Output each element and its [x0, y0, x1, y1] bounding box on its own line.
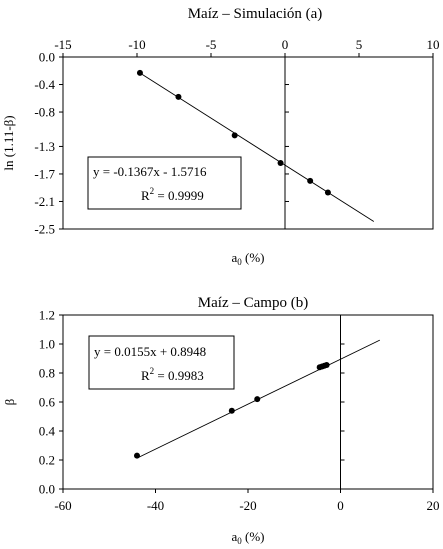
- data-point: [228, 407, 235, 414]
- x-tick-label: 20: [427, 498, 440, 513]
- chart-a-equation-box: [87, 156, 242, 210]
- chart-b-r2: R2 = 0.9983: [141, 366, 204, 383]
- y-tick-label: 0.0: [39, 482, 55, 497]
- chart-a-xlabel-sub: 0: [237, 257, 242, 267]
- data-point: [231, 132, 238, 139]
- data-point: [323, 362, 330, 369]
- y-tick-label: 0.4: [39, 424, 56, 439]
- chart-b-r2-label: R: [141, 368, 150, 383]
- y-tick-label: 0.8: [39, 366, 55, 381]
- x-tick-label: 0: [337, 498, 344, 513]
- y-tick-label: -1.7: [34, 166, 55, 181]
- x-tick-label: 0: [282, 37, 289, 52]
- x-tick-label: -20: [239, 498, 256, 513]
- chart-a-ylabel: ln (1.11-β): [1, 115, 16, 170]
- data-point: [134, 452, 140, 459]
- chart-a-r2-label: R: [141, 188, 150, 203]
- chart-a-r2-sup: 2: [150, 186, 155, 196]
- y-tick-label: 0.0: [39, 50, 55, 65]
- chart-b-r2-sup: 2: [150, 366, 155, 376]
- chart-b-title: Maíz – Campo (b): [198, 295, 308, 311]
- chart-b-xlabel-unit: (%): [242, 529, 265, 544]
- data-point: [277, 159, 284, 166]
- y-tick-label: -2.5: [34, 222, 55, 237]
- x-tick-label: 5: [356, 37, 363, 52]
- chart-a-equation: y = -0.1367x - 1.5716: [93, 164, 207, 179]
- chart-a-points: [136, 69, 331, 196]
- chart-b-r2-value: = 0.9983: [154, 368, 204, 383]
- y-tick-label: 1.2: [39, 308, 55, 323]
- x-tick-label: -60: [54, 498, 71, 513]
- chart-a-plot-frame: [62, 56, 434, 230]
- chart-a-r2: R2 = 0.9999: [141, 186, 204, 203]
- x-tick-label: -10: [128, 37, 145, 52]
- y-tick-label: 1.0: [39, 337, 55, 352]
- chart-a-xlabel: a0 (%): [231, 250, 264, 267]
- chart-b-equation-box: [88, 335, 235, 390]
- chart-b-ylabel: β: [2, 398, 17, 405]
- data-point: [324, 189, 331, 196]
- y-tick-label: -2.1: [34, 194, 55, 209]
- data-point: [307, 177, 314, 184]
- chart-b-points: [134, 362, 330, 459]
- chart-a-x-ticks: -15 -10 -5 0 5 10: [54, 37, 440, 57]
- chart-a-xlabel-main: a: [231, 250, 237, 265]
- y-tick-label: -0.4: [34, 77, 55, 92]
- x-tick-label: -15: [54, 37, 71, 52]
- chart-b-equation: y = 0.0155x + 0.8948: [94, 344, 206, 359]
- chart-a: Maíz – Simulación (a) -15 -10 -5 0 5 10 0.0 -0…: [1, 6, 440, 267]
- y-tick-label: -1.3: [34, 139, 55, 154]
- chart-a-y-ticks: 0.0 -0.4 -0.8 -1.3 -1.7 -2.1 -2.5: [34, 50, 289, 237]
- x-tick-label: 10: [427, 37, 440, 52]
- x-tick-label: -5: [206, 37, 217, 52]
- chart-a-r2-value: = 0.9999: [154, 188, 204, 203]
- chart-a-title: Maíz – Simulación (a): [188, 6, 323, 22]
- chart-b-xlabel-main: a: [231, 529, 237, 544]
- y-tick-label: 0.2: [39, 453, 55, 468]
- data-point: [136, 69, 143, 76]
- x-tick-label: -40: [147, 498, 164, 513]
- chart-b: Maíz – Campo (b) -60 -40 -20 0 20 0.00.20.40…: [2, 295, 440, 546]
- chart-a-xlabel-unit: (%): [242, 250, 265, 265]
- y-tick-label: 0.6: [39, 395, 56, 410]
- data-point: [254, 396, 261, 403]
- y-tick-label: -0.8: [34, 105, 55, 120]
- chart-b-xlabel: a0 (%): [231, 529, 264, 546]
- chart-b-xlabel-sub: 0: [237, 536, 242, 546]
- chart-b-x-ticks: -60 -40 -20 0 20: [54, 489, 440, 513]
- data-point: [175, 93, 182, 100]
- chart-b-y-ticks: 0.0 0.2 0.4 0.6 0.8 1.0 1.2: [39, 308, 345, 497]
